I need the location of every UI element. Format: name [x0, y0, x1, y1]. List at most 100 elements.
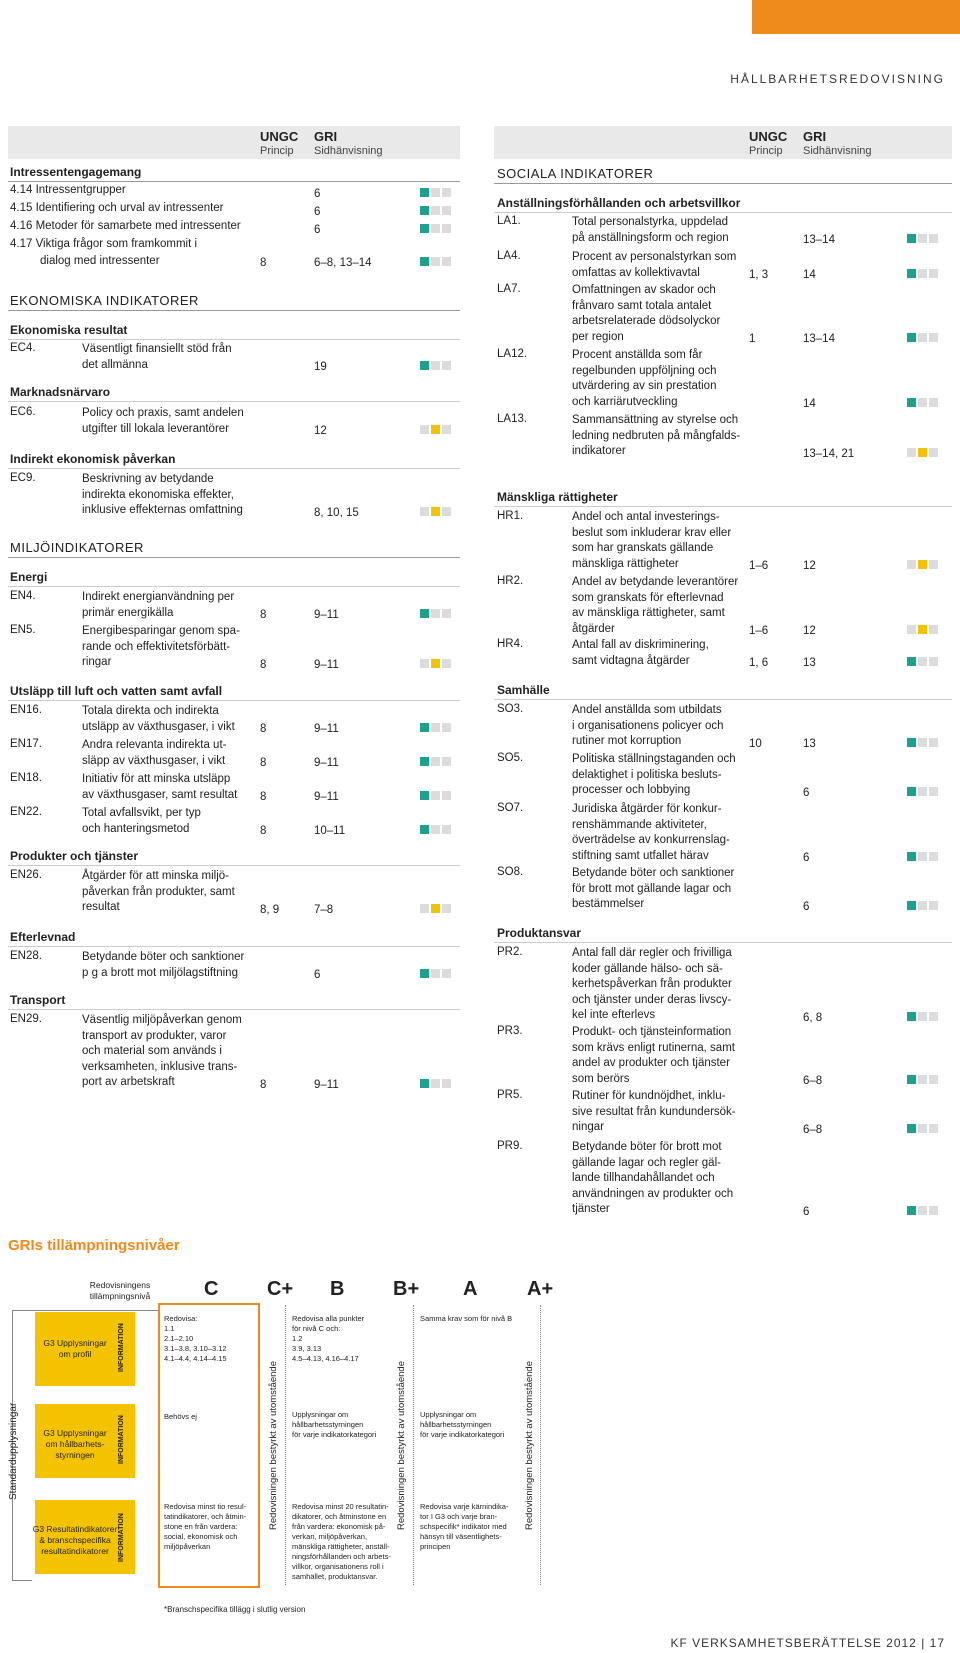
divider: [494, 942, 952, 943]
indicator-text-line: gällande lagar och regler gäl-: [572, 1156, 721, 1169]
indicator-text-line: samt vidtagna åtgärder: [572, 654, 690, 667]
requirement-line: Upplysningar om: [292, 1410, 349, 1419]
indicator-text-line: p g a brott mot miljölagstiftning: [82, 966, 238, 979]
indicator-text-line: Andel av betydande leverantörer: [572, 576, 739, 588]
bracket-line: [12, 1310, 13, 1580]
box-line: om profil: [58, 1349, 92, 1359]
status-indicator: [420, 609, 452, 618]
status-indicator: [420, 757, 452, 766]
status-square: [442, 361, 451, 370]
indicator-row: LA1. Total personalstyrka, uppdelad på ans…: [497, 215, 952, 246]
indicator-text: Total personalstyrka, uppdelad på anställ…: [572, 215, 729, 246]
status-square: [929, 625, 938, 634]
status-square-active: [907, 737, 916, 747]
indicator-text-line: Total personalstyrka, uppdelad: [572, 216, 728, 228]
box-line: G3 Upplysningar: [43, 1428, 107, 1438]
footnote: *Branschspecifika tillägg i slutlig vers…: [164, 1605, 306, 1614]
requirement-line: Redovisa minst 20 resultatin-: [292, 1502, 389, 1511]
ungc-principle: 1–6: [749, 625, 769, 637]
status-indicator: [907, 447, 939, 457]
ungc-principle: 8: [260, 791, 267, 803]
indicator-text: Andra relevanta indirekta ut-släpp av vä…: [82, 738, 226, 769]
indicator-row: EN28. Betydande böter och sanktioner p g a…: [10, 950, 460, 981]
indicator-code: EN4.: [10, 590, 36, 602]
gri-levels-title: GRIs tillämpningsnivåer: [8, 1237, 180, 1254]
status-indicator: [907, 1205, 939, 1215]
status-square: [929, 852, 938, 861]
status-square-active: [431, 903, 440, 913]
status-square-active: [907, 269, 916, 278]
divider: [8, 557, 460, 558]
status-square: [431, 223, 440, 233]
indicator-row: EN22. Total avfallsvikt, per typ och hante…: [10, 806, 460, 837]
indicator-text: Betydande böter och sanktioner p g a brot…: [82, 950, 244, 981]
ungc-principle: 8: [260, 658, 267, 671]
status-square: [442, 609, 451, 618]
indicator-row: EN4. Indirekt energianvändning per primär …: [10, 590, 460, 621]
indicator-row: EN5. Energibesparingar genom spa-rande oc…: [10, 624, 460, 671]
indicator-text-line: kel inte efterlevs: [572, 1009, 656, 1021]
gri-page-ref: 6: [803, 786, 810, 799]
indicator-text-line: som berörs: [572, 1072, 630, 1085]
box-line: G3 Upplysningar: [43, 1338, 107, 1348]
gri-page-ref: 9–11: [314, 609, 339, 621]
gri-page-ref: 8, 10, 15: [314, 506, 359, 519]
level-requirement-c-profile: Redovisa: 1.1 2.1–2.10 3.1–3.8, 3.10–3.12 4.…: [164, 1314, 227, 1364]
indicator-text-line: Produkt- och tjänsteinformation: [572, 1026, 732, 1038]
indicator-text-line: arbetsrelaterade dödsolyckor: [572, 315, 721, 327]
gri-page-ref: 12: [314, 425, 327, 437]
indicator-row: EC6. Policy och praxis, samt andelen utgif…: [10, 406, 460, 437]
status-indicator: [420, 658, 452, 668]
verified-label: Redovisningen bestyrkt av utomstående: [268, 1361, 279, 1530]
indicator-code: EC9.: [10, 472, 36, 484]
env-title: MILJÖINDIKATORER: [10, 540, 144, 555]
status-square-active: [907, 786, 916, 796]
status-square: [918, 1011, 927, 1021]
side-label: Standardupplysningar: [8, 1402, 19, 1500]
ungc-principle: 1: [749, 333, 756, 345]
indicator-text-line: Andel och antal investerings-: [572, 511, 720, 523]
status-square: [918, 333, 927, 342]
status-indicator: [420, 825, 452, 834]
indicator-text-line: ningar: [572, 1121, 604, 1133]
indicator-row: HR1. Andel och antal investerings-beslut …: [497, 510, 952, 572]
status-square: [442, 223, 451, 233]
status-indicator: [907, 657, 939, 666]
indicator-text-line: port av arbetskraft: [82, 1076, 175, 1088]
indicator-text-line: av mänskliga rättigheter, samt: [572, 607, 725, 619]
status-square: [929, 900, 938, 910]
indicator-row: EN17. Andra relevanta indirekta ut-släpp …: [10, 738, 460, 769]
indicator-row: SO3. Andel anställda som utbildats i organ…: [497, 703, 952, 750]
left-gri-label: GRI: [314, 129, 338, 144]
indicator-row: SO5. Politiska ställningstaganden och dela…: [497, 752, 952, 799]
indicator-text-line: som har granskats gällande: [572, 542, 714, 554]
indicator-text-line: bestämmelser: [572, 898, 645, 910]
status-indicator: [420, 903, 452, 913]
indicator-text-line: beslut som inkluderar krav eller: [572, 526, 732, 539]
indicator-text-line: och karriärutveckling: [572, 395, 678, 408]
indicator-text-line: Betydande böter och sanktioner: [572, 867, 735, 879]
column-separator: [413, 1305, 415, 1585]
left-gri-sub: Sidhänvisning: [314, 145, 383, 157]
gri-page-ref: 6: [803, 1205, 810, 1218]
indicator-code: EN18.: [10, 772, 42, 784]
status-indicator: [420, 1078, 452, 1088]
status-square-active: [907, 852, 916, 861]
divider: [8, 339, 460, 340]
indicator-text: Juridiska åtgärder för konkur-renshämman…: [572, 802, 730, 864]
econ-sub-indirect: Indirekt ekonomisk påverkan: [10, 452, 176, 466]
status-square: [918, 1075, 927, 1084]
status-square-active: [420, 969, 429, 978]
indicator-text: Initiativ för att minska utsläpp av växth…: [82, 772, 237, 803]
status-indicator: [420, 723, 452, 732]
status-square-active: [907, 333, 916, 342]
status-indicator: [907, 560, 939, 569]
indicator-text-line: Betydande böter för brott mot: [572, 1141, 722, 1153]
status-square-active: [907, 1075, 916, 1084]
indicator-text-line: och hanteringsmetod: [82, 822, 190, 835]
status-square: [420, 903, 429, 913]
bracket-line: [12, 1310, 160, 1311]
requirement-line: Behövs ej: [164, 1412, 197, 1421]
status-square: [907, 560, 916, 569]
level-requirement-b-mgmt: Upplysningar om hållbarhetsstyrningen för …: [292, 1410, 376, 1440]
